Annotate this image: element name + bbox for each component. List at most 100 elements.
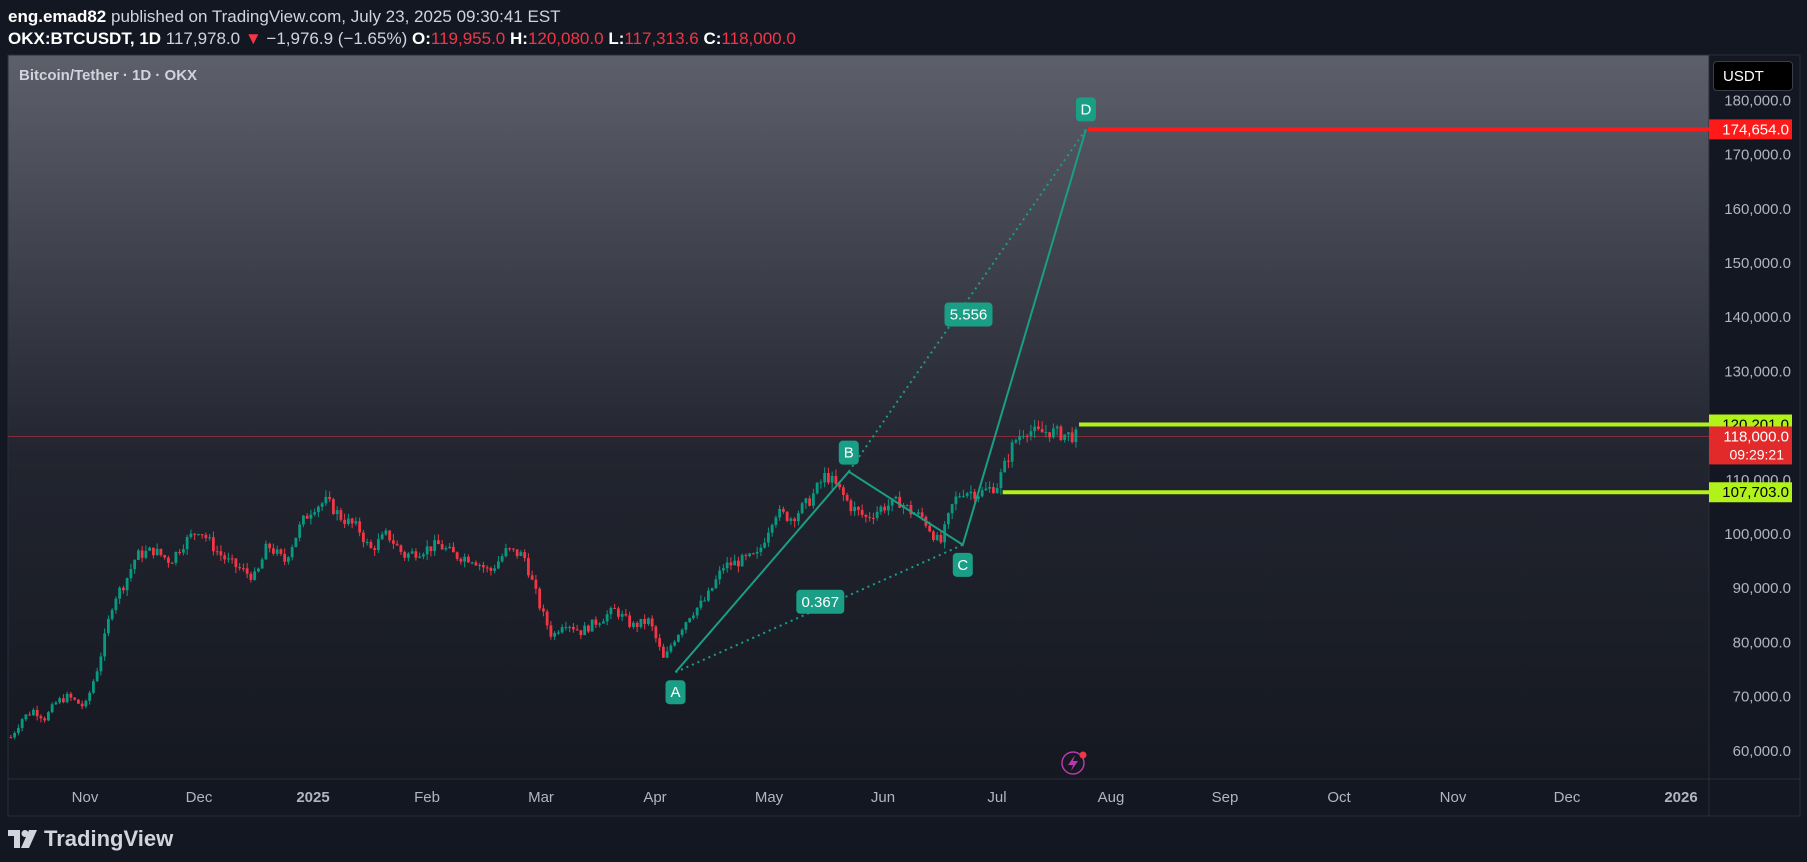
candle-body — [598, 623, 602, 625]
candle-body — [1048, 432, 1052, 438]
candle-body — [403, 551, 407, 558]
candle-body — [530, 575, 534, 580]
currency-button[interactable]: USDT — [1713, 61, 1793, 91]
candle-body — [365, 541, 369, 543]
price-chart[interactable]: 180,000.0 170,000.0 160,000.0 150,000.0 140,… — [0, 54, 1807, 818]
candle-body — [542, 608, 545, 612]
candle-body — [167, 557, 170, 563]
candle-body — [287, 557, 290, 562]
time-tick-label: Mar — [528, 789, 554, 806]
harmonic-point-b-marker[interactable] — [838, 440, 859, 465]
candle-body — [752, 553, 755, 555]
candle-body — [215, 551, 219, 553]
tradingview-logo-text: TradingView — [44, 826, 174, 851]
candle-body — [302, 515, 305, 525]
candle-body — [493, 568, 497, 571]
candle-body — [88, 692, 92, 701]
harmonic-ratio-badge[interactable] — [944, 302, 993, 327]
candle-body — [148, 547, 152, 551]
candle-body — [110, 609, 114, 619]
symbol-label[interactable]: OKX:BTCUSDT, 1D — [8, 29, 162, 48]
candle-body — [557, 632, 560, 634]
author-name[interactable]: eng.emad82 — [8, 7, 107, 26]
candle-body — [335, 510, 339, 515]
candle-body — [688, 618, 692, 623]
candle-body — [459, 558, 463, 562]
candle-body — [99, 656, 103, 672]
candle-body — [654, 626, 658, 639]
candle-body — [122, 587, 125, 591]
tradingview-logo[interactable]: TradingView — [8, 826, 173, 852]
candle-body — [1055, 426, 1059, 429]
candle-body — [1037, 426, 1040, 430]
time-tick-label: 2025 — [296, 789, 329, 806]
candle-body — [609, 607, 613, 615]
candle-body — [939, 534, 943, 543]
candle-body — [662, 646, 665, 658]
candle-body — [230, 558, 234, 560]
time-tick-label: Feb — [414, 789, 440, 806]
candle-body — [20, 719, 24, 729]
candle-body — [185, 537, 189, 550]
price-tick-label: 100,000.0 — [1724, 526, 1791, 543]
candle-body — [560, 627, 564, 633]
candle-body — [545, 611, 549, 626]
candle-body — [328, 496, 332, 500]
level-price-tag — [1709, 119, 1792, 140]
candle-body — [917, 512, 920, 514]
price-tick-label: 150,000.0 — [1724, 255, 1791, 272]
candle-body — [227, 558, 230, 560]
candle-body — [827, 473, 830, 483]
close-value: 118,000.0 — [721, 29, 796, 48]
candle-body — [1003, 460, 1007, 473]
candle-body — [523, 552, 527, 559]
candle-body — [669, 645, 673, 652]
candle-body — [714, 579, 718, 589]
horizontal-levels[interactable] — [1002, 127, 1709, 495]
candle-body — [73, 697, 77, 700]
candle-body — [395, 543, 399, 546]
harmonic-pattern-abcd[interactable]: A B C D 0.367 5.556 — [665, 97, 1096, 705]
harmonic-point-label: A — [671, 684, 681, 701]
harmonic-point-d-marker[interactable] — [1075, 97, 1096, 122]
candle-body — [140, 550, 144, 558]
candle-body — [189, 533, 193, 538]
candle-body — [437, 540, 440, 545]
candle-body — [354, 521, 358, 524]
candle-body — [425, 546, 429, 555]
price-tick-label: 170,000.0 — [1724, 147, 1791, 164]
candle-body — [35, 709, 39, 717]
candle-body — [703, 600, 707, 602]
candle-body — [842, 487, 845, 495]
time-tick-label: Apr — [643, 789, 666, 806]
price-tick-label: 180,000.0 — [1724, 92, 1791, 109]
candle-body — [928, 525, 932, 532]
candle-body — [673, 641, 677, 646]
candle-body — [380, 534, 384, 540]
alert-flash-icon[interactable] — [1061, 751, 1087, 775]
candle-body — [1014, 440, 1018, 443]
candle-body — [774, 517, 778, 525]
footer: TradingView — [0, 818, 1807, 862]
harmonic-point-a-marker[interactable] — [665, 680, 686, 705]
price-tick-label: 140,000.0 — [1724, 309, 1791, 326]
candle-body — [377, 539, 380, 551]
candle-body — [823, 473, 827, 483]
candle-body — [834, 476, 838, 484]
candle-body — [984, 488, 988, 491]
harmonic-legs[interactable] — [674, 129, 1087, 673]
candle-body — [740, 555, 744, 567]
harmonic-point-label: C — [957, 557, 968, 574]
candle-body — [448, 546, 452, 549]
harmonic-ratio-badge[interactable] — [796, 589, 845, 614]
tradingview-logo-icon — [8, 830, 37, 848]
candle-body — [737, 560, 740, 567]
candle-body — [95, 671, 99, 682]
candle-body — [920, 512, 924, 517]
candle-body — [410, 551, 414, 554]
harmonic-point-c-marker[interactable] — [952, 552, 973, 577]
time-tick-label: Aug — [1098, 789, 1125, 806]
candle-body — [268, 543, 272, 549]
price-tick-label: 60,000.0 — [1733, 743, 1791, 760]
last-price: 117,978.0 — [165, 29, 241, 48]
